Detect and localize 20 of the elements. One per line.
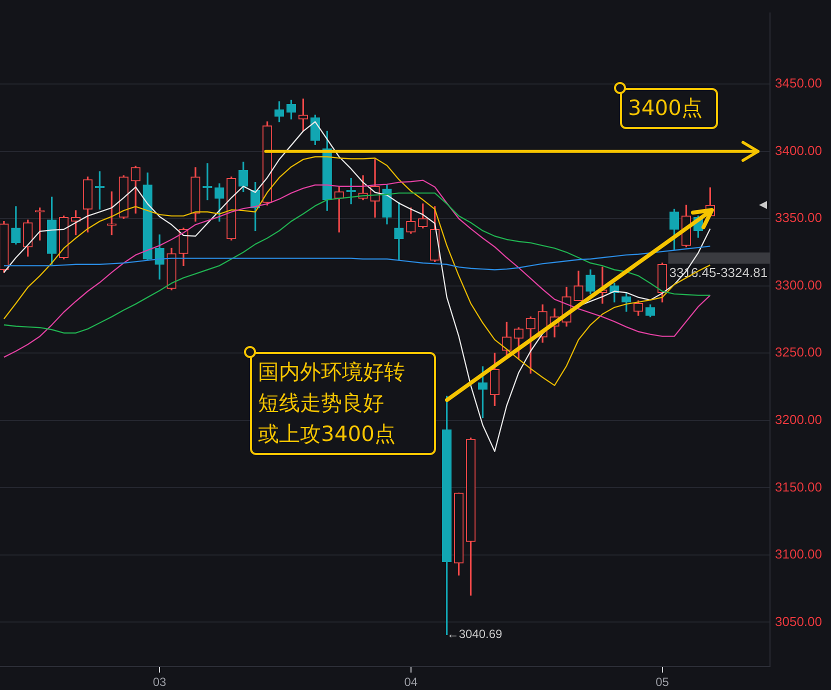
x-tick-label: 03 bbox=[152, 675, 167, 690]
y-tick-label: 3200.00 bbox=[775, 412, 822, 427]
y-tick-label: 3250.00 bbox=[775, 344, 822, 360]
y-tick-label: 3450.00 bbox=[775, 76, 822, 91]
annotation: 3400点 bbox=[628, 95, 704, 122]
annotation: 或上攻3400点 bbox=[258, 421, 396, 448]
y-tick-label: 3300.00 bbox=[775, 277, 822, 292]
y-tick-label: 3400.00 bbox=[775, 142, 822, 158]
y-tick-label: 3050.00 bbox=[775, 614, 822, 629]
y-tick-label: 3100.00 bbox=[775, 546, 822, 562]
y-tick-label: 3350.00 bbox=[775, 210, 822, 226]
annotation: 短线走势良好 bbox=[258, 390, 385, 417]
y-tick-label: 3150.00 bbox=[775, 479, 822, 494]
x-tick-label: 05 bbox=[656, 675, 670, 690]
candlestick bbox=[346, 178, 356, 204]
x-tick-label: 04 bbox=[404, 675, 418, 690]
annotation: ←3040.69 bbox=[446, 626, 502, 641]
candlestick bbox=[202, 163, 212, 200]
candlestick bbox=[394, 202, 404, 261]
annotation: 国内外环境好转 bbox=[258, 359, 406, 386]
